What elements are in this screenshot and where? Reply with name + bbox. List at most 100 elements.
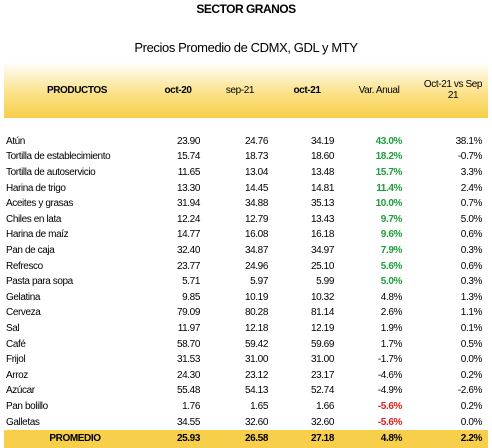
product-name: Tortilla de establecimiento [6, 151, 111, 163]
table-cell: 32.40 [176, 245, 200, 257]
table-cell: 54.13 [244, 385, 268, 397]
product-name: Refresco [6, 260, 43, 272]
table-cell: 1.66 [316, 400, 334, 412]
table-cell: 15.74 [176, 151, 200, 163]
table-cell: 14.45 [244, 182, 268, 194]
table-row: Harina de maíz 14.77 16.08 16.18 9.6% 0.6% [4, 227, 488, 243]
table-cell: 34.97 [310, 245, 334, 257]
product-name: Harina de maíz [6, 229, 69, 241]
table-cell: 12.19 [310, 323, 334, 335]
table-cell: 12.18 [244, 323, 268, 335]
table-cell: 1.9% [380, 323, 403, 335]
subtitle: Precios Promedio de CDMX, GDL y MTY [134, 40, 358, 55]
product-name: Azúcar [6, 385, 35, 397]
product-name: Aceites y grasas [6, 198, 73, 210]
table-cell: 0.6% [460, 229, 483, 241]
table-cell: 23.17 [310, 369, 334, 381]
table-cell: 13.04 [244, 167, 268, 179]
product-name: Pan bolillo [6, 400, 48, 412]
table-cell: 0.3% [460, 245, 483, 257]
table-cell: 9.85 [182, 291, 200, 303]
table-row: Café 58.70 59.42 59.69 1.7% 0.5% [4, 336, 488, 352]
table-cell: -1.7% [377, 354, 403, 366]
product-name: Pan de caja [6, 245, 55, 257]
table-cell: 0.1% [460, 323, 483, 335]
product-name: Pasta para sopa [6, 276, 73, 288]
table-cell: 0.7% [460, 198, 483, 210]
table-cell: 11.65 [177, 167, 201, 179]
table-cell: 38.1% [455, 135, 483, 147]
table-row: Tortilla de establecimiento 15.74 18.73 18.… [4, 149, 488, 165]
table-cell: 13.48 [310, 167, 334, 179]
table-cell: 1.1% [460, 307, 483, 319]
table-cell: -2.6% [457, 385, 483, 397]
price-table: PRODUCTOS oct-20 sep-21 oct-21 Var. Anual Oct… [4, 62, 488, 448]
table-cell: -0.7% [457, 151, 483, 163]
table-cell: 16.18 [310, 229, 334, 241]
table-row: Pan de caja 32.40 34.87 34.97 7.9% 0.3% [4, 243, 488, 259]
table-row: Refresco 23.77 24.96 25.10 5.6% 0.6% [4, 258, 488, 274]
table-cell: 18.73 [244, 151, 268, 163]
page: SECTOR GRANOS Precios Promedio de CDMX, … [4, 2, 488, 448]
table-cell: 18.60 [310, 151, 334, 163]
product-name: Tortilla de autoservicio [6, 167, 96, 179]
table-cell: -4.9% [377, 385, 403, 397]
table-cell: 31.00 [244, 354, 268, 366]
table-cell: 10.19 [244, 291, 268, 303]
table-cell: 34.19 [310, 135, 334, 147]
table-row: Azúcar 55.48 54.13 52.74 -4.9% -2.6% [4, 383, 488, 399]
table-cell: 24.30 [176, 369, 200, 381]
spacer [4, 118, 488, 134]
table-cell: 0.2% [460, 400, 483, 412]
table-cell: 13.43 [310, 213, 334, 225]
table-cell: 3.3% [460, 167, 483, 179]
table-cell: 5.97 [250, 276, 268, 288]
table-cell: -4.6% [377, 369, 403, 381]
table-cell: 7.9% [380, 245, 403, 257]
table-row: Gelatina 9.85 10.19 10.32 4.8% 1.3% [4, 290, 488, 306]
table-cell: 0.0% [460, 416, 483, 428]
column-header: sep-21 [225, 84, 255, 96]
table-row: Tortilla de autoservicio 11.65 13.04 13.48 1… [4, 165, 488, 181]
table-cell: 1.3% [460, 291, 483, 303]
product-name: Sal [6, 323, 20, 335]
table-cell: 10.32 [310, 291, 334, 303]
table-cell: 14.77 [176, 229, 200, 241]
column-header: Oct-21 vs Sep 21 [423, 79, 483, 101]
table-cell: 13.30 [176, 182, 200, 194]
table-cell: 59.69 [310, 338, 334, 350]
table-cell: 52.74 [310, 385, 334, 397]
product-name: Cerveza [6, 307, 41, 319]
table-cell: 15.7% [375, 167, 403, 179]
table-cell: 24.76 [244, 135, 268, 147]
table-row: Harina de trigo 13.30 14.45 14.81 11.4% 2.4% [4, 180, 488, 196]
table-cell: 34.55 [176, 416, 200, 428]
product-name: Frijol [6, 354, 26, 366]
table-cell: 32.60 [310, 416, 334, 428]
table-cell: 0.3% [460, 276, 483, 288]
table-cell: 16.08 [244, 229, 268, 241]
column-header: PRODUCTOS [46, 84, 108, 96]
header-row: PRODUCTOS oct-20 sep-21 oct-21 Var. Anual Oct… [4, 62, 488, 118]
product-name: Atún [6, 135, 25, 147]
column-header: oct-21 [293, 84, 321, 96]
column-header: oct-20 [164, 84, 192, 96]
table-cell: 1.7% [380, 338, 403, 350]
table-cell: 5.99 [316, 276, 334, 288]
table-cell: 81.14 [310, 307, 334, 319]
table-cell: 79.09 [176, 307, 200, 319]
table-cell: -5.6% [377, 400, 403, 412]
table-cell: 10.0% [375, 198, 403, 210]
table-cell: 23.77 [176, 260, 200, 272]
product-name: Galletas [6, 416, 40, 428]
table-cell: 11.97 [177, 323, 201, 335]
table-row: Pasta para sopa 5.71 5.97 5.99 5.0% 0.3% [4, 274, 488, 290]
table-row: Chiles en lata 12.24 12.79 13.43 9.7% 5.0% [4, 212, 488, 228]
table-cell: 14.81 [310, 182, 334, 194]
table-cell: 2.6% [380, 307, 403, 319]
table-cell: 5.71 [182, 276, 200, 288]
table-cell: 80.28 [244, 307, 268, 319]
table-cell: 34.88 [244, 198, 268, 210]
table-cell: 31.53 [176, 354, 200, 366]
product-name: Arroz [6, 369, 28, 381]
